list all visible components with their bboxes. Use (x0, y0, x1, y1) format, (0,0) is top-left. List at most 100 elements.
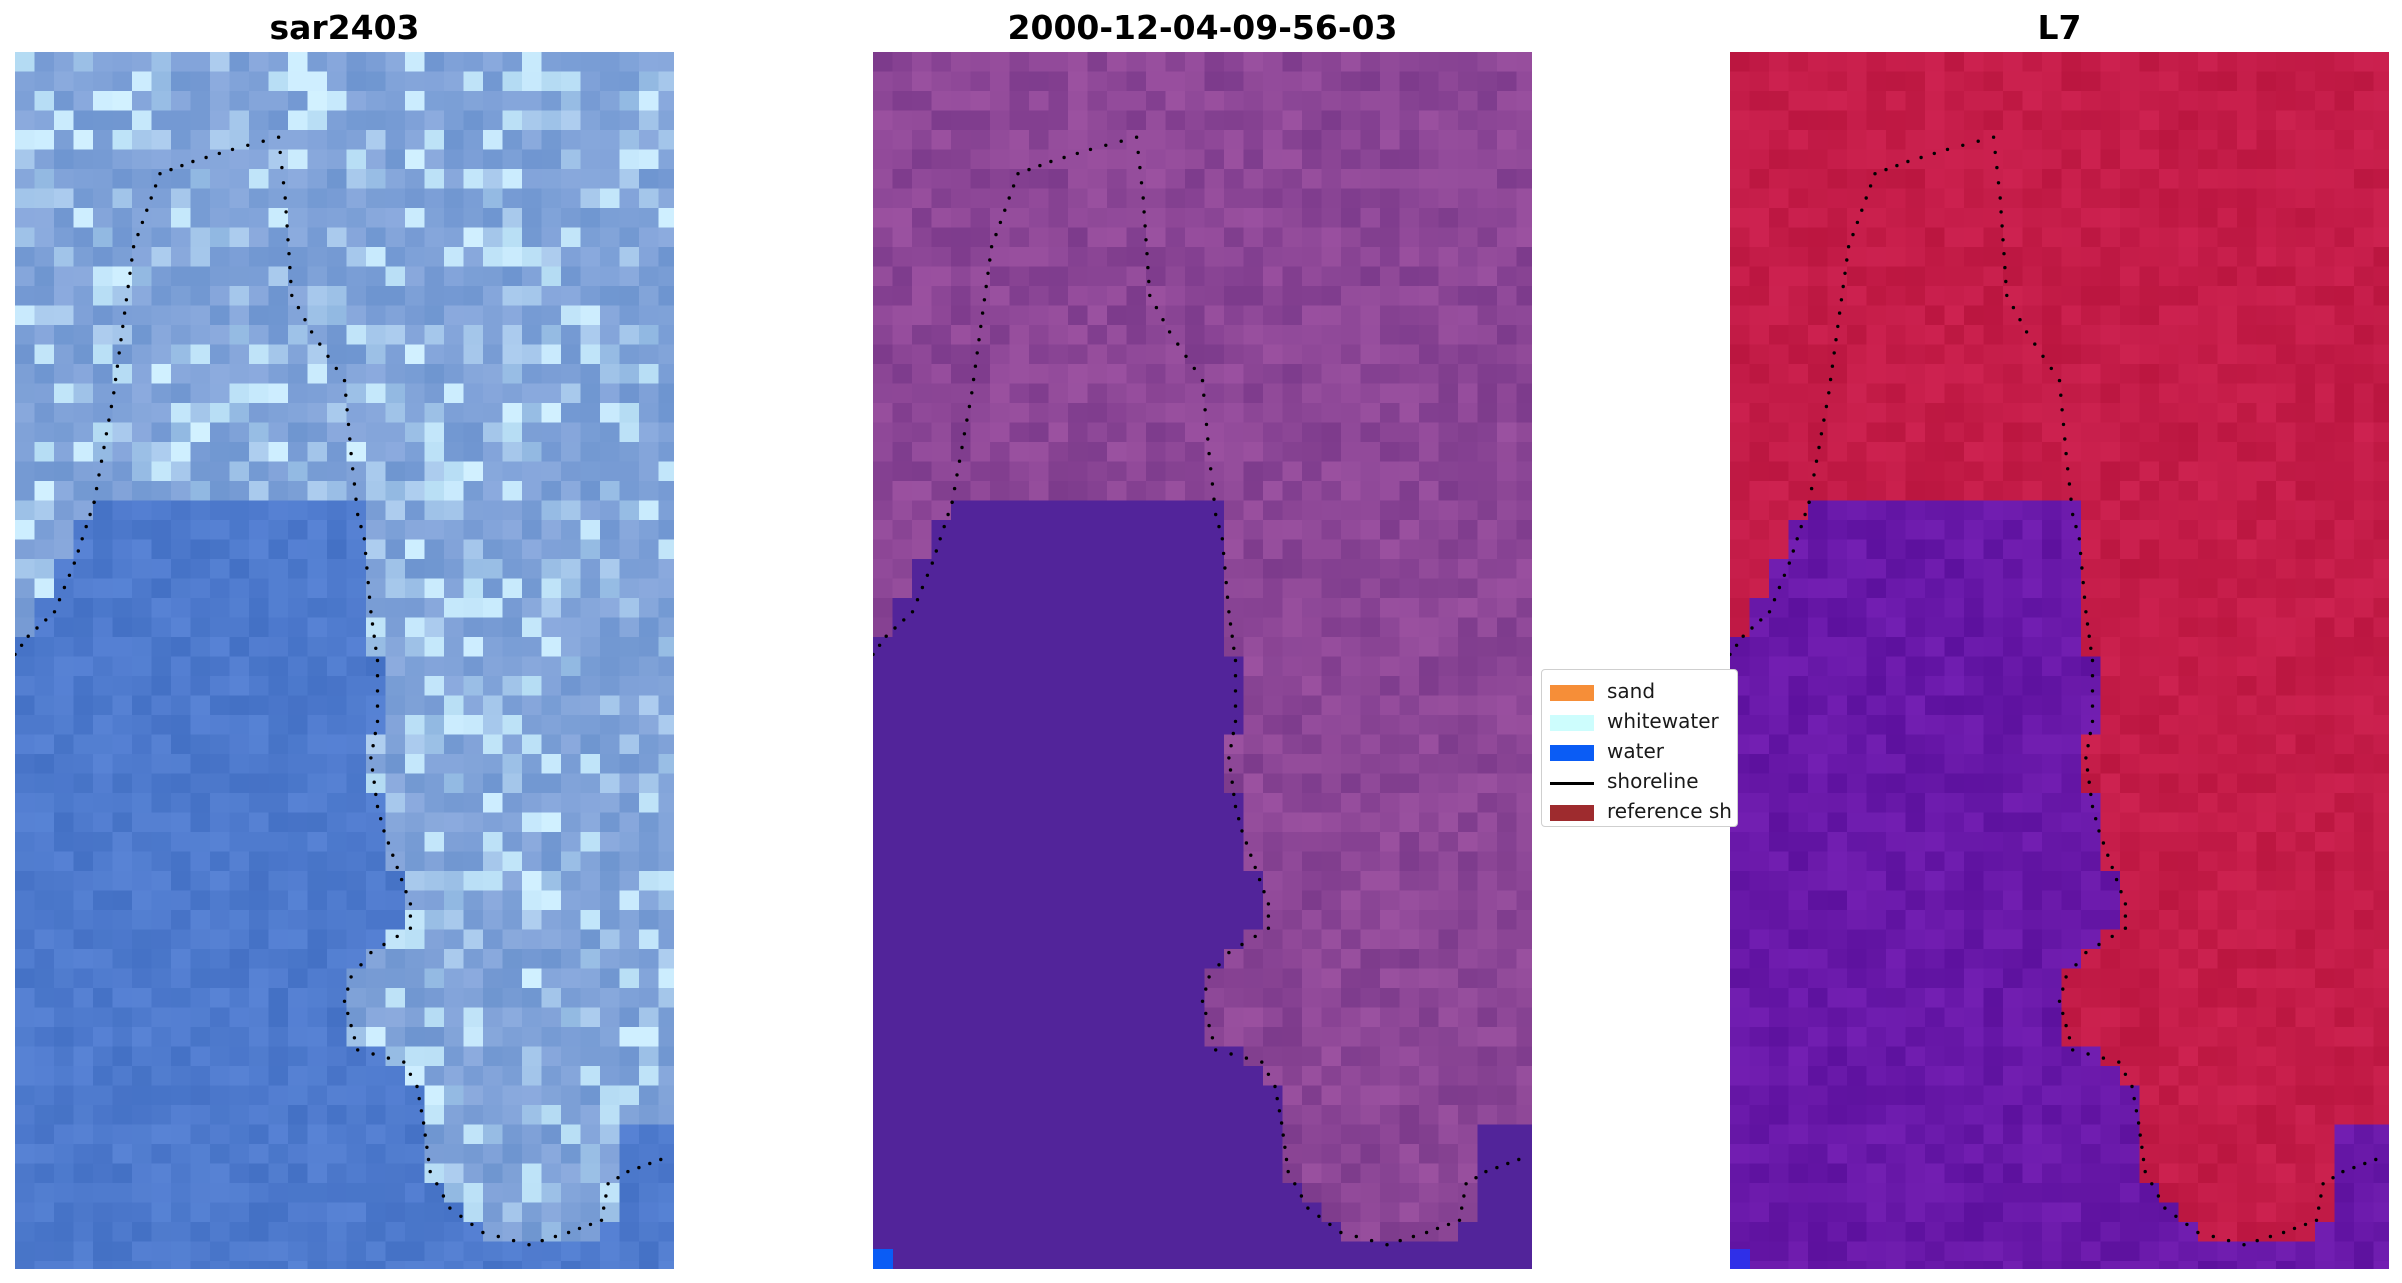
image-pixel (152, 813, 172, 833)
image-pixel (912, 1261, 932, 1269)
image-pixel (951, 91, 971, 111)
image-pixel (971, 735, 991, 755)
image-pixel (873, 169, 893, 189)
image-pixel (483, 813, 503, 833)
image-pixel (1400, 423, 1420, 443)
image-pixel (542, 325, 562, 345)
shoreline-dot (369, 610, 372, 613)
image-pixel (542, 774, 562, 794)
image-pixel (639, 813, 659, 833)
shoreline-dot (1211, 1036, 1214, 1039)
image-pixel (1049, 579, 1069, 599)
image-pixel (1458, 403, 1478, 423)
image-pixel (2179, 130, 2199, 150)
image-pixel (1341, 72, 1361, 92)
image-pixel (990, 1008, 1010, 1028)
image-pixel (1185, 325, 1205, 345)
image-pixel (152, 130, 172, 150)
image-pixel (308, 1125, 328, 1145)
image-pixel (113, 696, 133, 716)
image-pixel (2081, 130, 2101, 150)
shoreline-dot (376, 805, 379, 808)
image-pixel (1322, 91, 1342, 111)
image-pixel (522, 442, 542, 462)
image-pixel (1400, 150, 1420, 170)
image-pixel (600, 1105, 620, 1125)
image-pixel (639, 189, 659, 209)
image-pixel (1049, 891, 1069, 911)
image-pixel (269, 657, 289, 677)
image-pixel (542, 988, 562, 1008)
image-pixel (2237, 111, 2257, 131)
image-pixel (483, 423, 503, 443)
image-pixel (659, 735, 675, 755)
image-pixel (93, 306, 113, 326)
image-pixel (1361, 1008, 1381, 1028)
image-pixel (1185, 130, 1205, 150)
image-pixel (2257, 111, 2277, 131)
image-pixel (1049, 930, 1069, 950)
image-pixel (1341, 189, 1361, 209)
image-pixel (912, 852, 932, 872)
image-pixel (249, 540, 269, 560)
image-pixel (990, 598, 1010, 618)
image-pixel (951, 267, 971, 287)
image-pixel (15, 637, 35, 657)
image-pixel (308, 735, 328, 755)
image-pixel (522, 598, 542, 618)
image-pixel (581, 988, 601, 1008)
image-pixel (2120, 72, 2140, 92)
image-pixel (600, 384, 620, 404)
image-pixel (308, 247, 328, 267)
shoreline-dot (371, 622, 374, 625)
image-pixel (386, 1183, 406, 1203)
image-pixel (1458, 72, 1478, 92)
image-pixel (249, 1066, 269, 1086)
image-pixel (191, 1222, 211, 1242)
image-pixel (35, 676, 55, 696)
image-pixel (1478, 852, 1498, 872)
image-pixel (1458, 1008, 1478, 1028)
image-pixel (444, 306, 464, 326)
image-pixel (990, 520, 1010, 540)
image-pixel (1068, 91, 1088, 111)
image-pixel (1380, 267, 1400, 287)
shoreline-dot (1474, 1176, 1477, 1179)
image-pixel (308, 988, 328, 1008)
image-pixel (1419, 598, 1439, 618)
image-pixel (1166, 832, 1186, 852)
image-pixel (2120, 52, 2140, 72)
shoreline-dot (359, 963, 362, 966)
image-pixel (1361, 208, 1381, 228)
image-pixel (1458, 988, 1478, 1008)
image-pixel (639, 715, 659, 735)
image-pixel (561, 1164, 581, 1184)
image-pixel (1867, 189, 1887, 209)
image-pixel (191, 618, 211, 638)
shoreline-dot (158, 172, 161, 175)
image-pixel (542, 754, 562, 774)
image-pixel (132, 111, 152, 131)
image-pixel (1224, 618, 1244, 638)
image-pixel (503, 657, 523, 677)
image-pixel (1127, 657, 1147, 677)
image-pixel (1029, 715, 1049, 735)
image-pixel (503, 1027, 523, 1047)
image-pixel (1127, 1066, 1147, 1086)
image-pixel (1322, 559, 1342, 579)
image-pixel (1127, 1183, 1147, 1203)
image-pixel (1263, 1066, 1283, 1086)
image-pixel (600, 228, 620, 248)
image-pixel (230, 442, 250, 462)
image-pixel (1458, 1125, 1478, 1145)
image-pixel (308, 832, 328, 852)
image-pixel (600, 403, 620, 423)
image-pixel (2296, 72, 2316, 92)
image-pixel (1010, 52, 1030, 72)
image-pixel (1049, 618, 1069, 638)
image-pixel (444, 247, 464, 267)
image-pixel (230, 988, 250, 1008)
image-pixel (1828, 130, 1848, 150)
image-pixel (1419, 520, 1439, 540)
image-pixel (1283, 228, 1303, 248)
